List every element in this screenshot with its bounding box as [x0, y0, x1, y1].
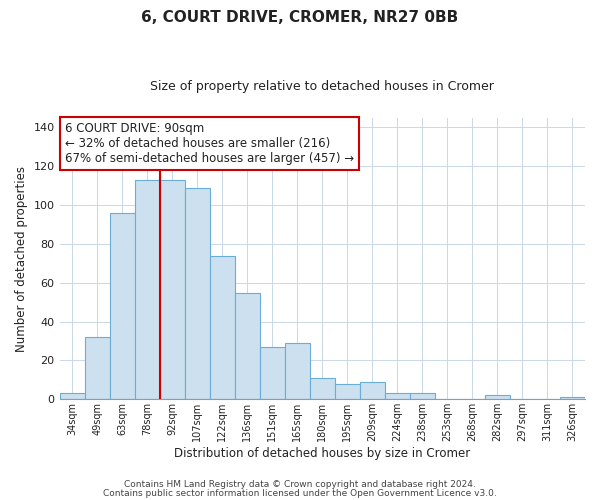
Y-axis label: Number of detached properties: Number of detached properties — [15, 166, 28, 352]
Bar — [134, 180, 160, 400]
Bar — [235, 292, 260, 400]
Bar — [410, 394, 435, 400]
Bar — [385, 394, 410, 400]
Bar — [59, 394, 85, 400]
Text: Contains HM Land Registry data © Crown copyright and database right 2024.: Contains HM Land Registry data © Crown c… — [124, 480, 476, 489]
Bar — [285, 343, 310, 400]
Bar — [185, 188, 209, 400]
Bar — [260, 347, 285, 400]
Bar — [560, 398, 585, 400]
X-axis label: Distribution of detached houses by size in Cromer: Distribution of detached houses by size … — [174, 447, 470, 460]
Bar — [160, 180, 185, 400]
Text: 6 COURT DRIVE: 90sqm
← 32% of detached houses are smaller (216)
67% of semi-deta: 6 COURT DRIVE: 90sqm ← 32% of detached h… — [65, 122, 354, 165]
Title: Size of property relative to detached houses in Cromer: Size of property relative to detached ho… — [151, 80, 494, 93]
Text: 6, COURT DRIVE, CROMER, NR27 0BB: 6, COURT DRIVE, CROMER, NR27 0BB — [142, 10, 458, 25]
Bar — [335, 384, 360, 400]
Bar — [85, 337, 110, 400]
Bar — [110, 213, 134, 400]
Bar — [310, 378, 335, 400]
Text: Contains public sector information licensed under the Open Government Licence v3: Contains public sector information licen… — [103, 488, 497, 498]
Bar — [485, 396, 510, 400]
Bar — [360, 382, 385, 400]
Bar — [209, 256, 235, 400]
